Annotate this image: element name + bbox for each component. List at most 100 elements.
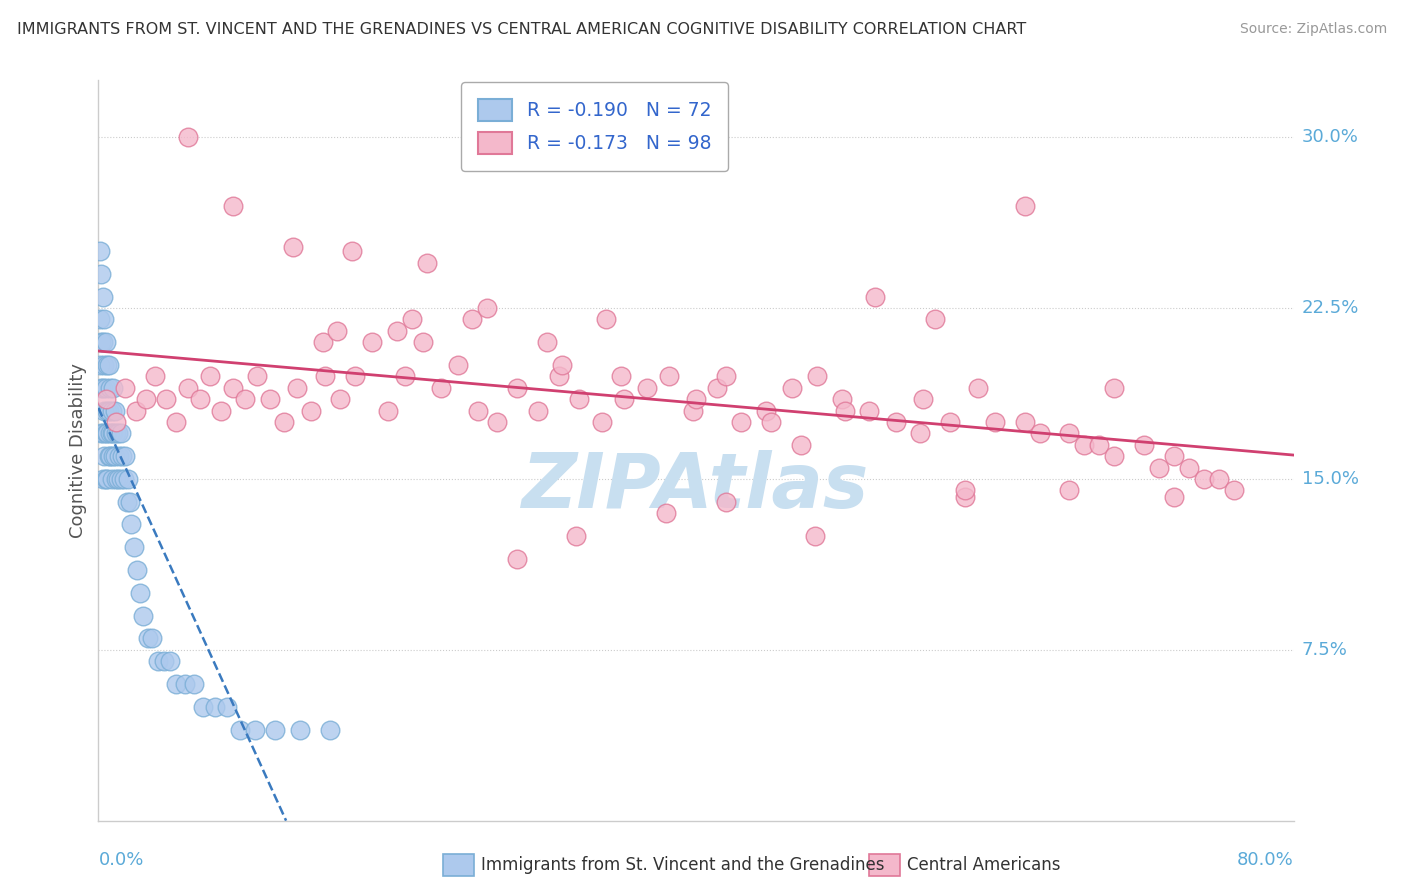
Point xyxy=(96,472,118,486)
Point xyxy=(93,312,115,326)
Point xyxy=(326,324,349,338)
Point xyxy=(281,239,304,253)
Point xyxy=(1163,490,1185,504)
Point xyxy=(858,403,880,417)
Point xyxy=(141,632,163,646)
Point xyxy=(967,381,990,395)
Point xyxy=(273,415,295,429)
Point xyxy=(91,335,114,350)
Point xyxy=(429,381,451,395)
Point xyxy=(789,438,811,452)
Point xyxy=(804,529,827,543)
Point xyxy=(1059,483,1081,498)
Point xyxy=(93,403,115,417)
Point xyxy=(89,244,111,259)
Point xyxy=(610,369,633,384)
Point xyxy=(148,654,170,668)
Point xyxy=(233,392,256,407)
Point xyxy=(1104,381,1126,395)
Text: 7.5%: 7.5% xyxy=(1302,640,1348,659)
Point xyxy=(222,381,245,395)
Point xyxy=(755,403,778,417)
Point xyxy=(114,381,136,395)
Point xyxy=(342,244,364,259)
Point xyxy=(101,403,124,417)
Point xyxy=(714,369,737,384)
Point xyxy=(360,335,382,350)
Point xyxy=(865,290,887,304)
Point xyxy=(90,426,112,441)
Point xyxy=(94,426,117,441)
Point xyxy=(806,369,828,384)
Point xyxy=(682,403,704,417)
Point xyxy=(103,449,125,463)
Point xyxy=(136,632,159,646)
Point xyxy=(658,369,681,384)
Point xyxy=(90,381,112,395)
Point xyxy=(200,369,222,384)
Point xyxy=(191,699,214,714)
Point xyxy=(165,415,187,429)
Point xyxy=(246,369,269,384)
Text: ZIPAtlas: ZIPAtlas xyxy=(522,450,870,524)
Point xyxy=(394,369,416,384)
Point xyxy=(114,449,136,463)
Point xyxy=(91,426,114,441)
Point xyxy=(101,472,124,486)
Point xyxy=(475,301,498,315)
Point xyxy=(636,381,658,395)
Point xyxy=(91,290,114,304)
Point xyxy=(401,312,423,326)
Point xyxy=(91,381,114,395)
Point xyxy=(565,529,588,543)
Point xyxy=(96,403,118,417)
Point xyxy=(229,723,252,737)
Point xyxy=(506,381,529,395)
Point xyxy=(953,483,976,498)
Point xyxy=(159,654,181,668)
Point xyxy=(550,358,572,372)
Point xyxy=(1059,426,1081,441)
Point xyxy=(103,426,125,441)
Point xyxy=(613,392,636,407)
Point xyxy=(107,426,129,441)
Text: 80.0%: 80.0% xyxy=(1237,851,1294,869)
Point xyxy=(93,358,115,372)
Point xyxy=(177,381,200,395)
Point xyxy=(759,415,782,429)
Point xyxy=(655,506,678,520)
Point xyxy=(385,324,409,338)
Point xyxy=(143,369,166,384)
Point xyxy=(591,415,613,429)
Text: 0.0%: 0.0% xyxy=(98,851,143,869)
Point xyxy=(319,723,342,737)
Point xyxy=(315,369,337,384)
Point xyxy=(101,426,124,441)
Point xyxy=(834,403,856,417)
Point xyxy=(222,198,245,212)
Point xyxy=(94,392,117,407)
Point xyxy=(1133,438,1156,452)
Point xyxy=(115,494,138,508)
Point xyxy=(1088,438,1111,452)
Point xyxy=(344,369,367,384)
Point xyxy=(259,392,281,407)
Point xyxy=(1178,460,1201,475)
Point xyxy=(135,392,157,407)
Point xyxy=(412,335,434,350)
Point xyxy=(1028,426,1050,441)
Point xyxy=(105,415,128,429)
Point xyxy=(1208,472,1230,486)
Point xyxy=(124,541,146,555)
Point xyxy=(108,449,131,463)
Point xyxy=(153,654,176,668)
Point xyxy=(912,392,935,407)
Point xyxy=(461,312,484,326)
Point xyxy=(311,335,333,350)
Point xyxy=(183,677,205,691)
Point xyxy=(90,335,112,350)
Point xyxy=(1163,449,1185,463)
Point xyxy=(204,699,226,714)
Point xyxy=(91,472,114,486)
Point xyxy=(506,551,529,566)
